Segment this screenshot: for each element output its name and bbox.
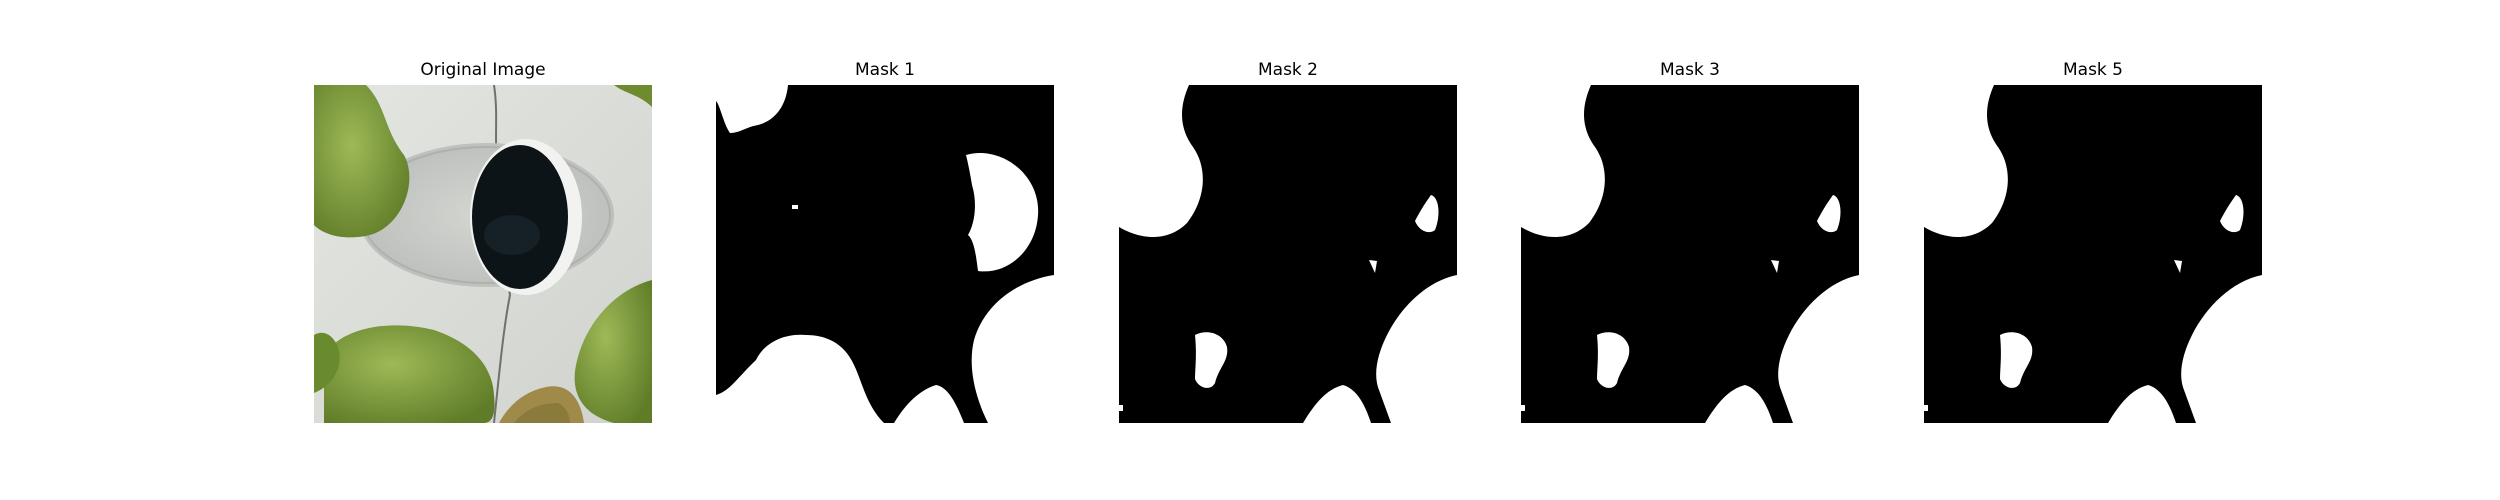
panel-title: Mask 1 [854, 60, 915, 80]
mask-5-image [1924, 85, 2262, 423]
original-photo [314, 85, 652, 423]
panel-title: Mask 2 [1257, 60, 1318, 80]
mask-3-image [1521, 85, 1859, 423]
panel-title: Mask 3 [1659, 60, 1720, 80]
panel-title: Original Image [420, 60, 546, 80]
mask-1-image [716, 85, 1054, 423]
panel-title: Mask 5 [2062, 60, 2123, 80]
mask-2-image [1119, 85, 1457, 423]
